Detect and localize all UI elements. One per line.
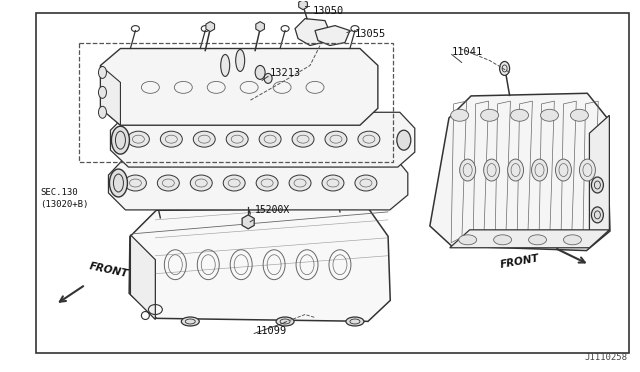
Ellipse shape	[181, 317, 199, 326]
Polygon shape	[100, 65, 120, 125]
Ellipse shape	[397, 130, 411, 150]
Text: 13213: 13213	[270, 68, 301, 78]
Text: J1110258: J1110258	[584, 353, 627, 362]
Ellipse shape	[459, 235, 477, 245]
Ellipse shape	[99, 86, 106, 98]
Ellipse shape	[221, 54, 230, 76]
Polygon shape	[111, 112, 415, 167]
Text: FRONT: FRONT	[500, 253, 541, 270]
Polygon shape	[131, 235, 156, 320]
Ellipse shape	[511, 109, 529, 121]
Text: (13020+B): (13020+B)	[40, 200, 89, 209]
Ellipse shape	[481, 109, 499, 121]
Ellipse shape	[346, 317, 364, 326]
Ellipse shape	[325, 131, 347, 147]
Ellipse shape	[276, 317, 294, 326]
Ellipse shape	[127, 131, 149, 147]
Ellipse shape	[157, 175, 179, 191]
Ellipse shape	[259, 131, 281, 147]
Ellipse shape	[256, 175, 278, 191]
Text: SEC.130: SEC.130	[40, 188, 78, 197]
Polygon shape	[315, 26, 350, 45]
Text: FRONT: FRONT	[88, 262, 129, 280]
Ellipse shape	[500, 61, 509, 76]
Text: 13055: 13055	[355, 29, 386, 39]
Ellipse shape	[193, 131, 215, 147]
Ellipse shape	[226, 131, 248, 147]
Polygon shape	[430, 93, 610, 251]
Polygon shape	[589, 115, 609, 248]
Ellipse shape	[484, 159, 500, 181]
Ellipse shape	[236, 49, 244, 71]
Polygon shape	[100, 48, 378, 125]
Polygon shape	[450, 230, 609, 248]
Ellipse shape	[579, 159, 595, 181]
Ellipse shape	[289, 175, 311, 191]
Ellipse shape	[109, 169, 127, 197]
Ellipse shape	[99, 106, 106, 118]
Bar	[79, 42, 393, 162]
Ellipse shape	[451, 109, 468, 121]
Ellipse shape	[563, 235, 581, 245]
Ellipse shape	[541, 109, 559, 121]
Polygon shape	[295, 19, 330, 45]
Ellipse shape	[508, 159, 524, 181]
Ellipse shape	[591, 207, 604, 223]
Ellipse shape	[591, 177, 604, 193]
Ellipse shape	[556, 159, 572, 181]
Polygon shape	[108, 157, 408, 210]
Polygon shape	[129, 209, 390, 321]
Ellipse shape	[161, 131, 182, 147]
Ellipse shape	[99, 67, 106, 78]
Ellipse shape	[190, 175, 212, 191]
Ellipse shape	[532, 159, 547, 181]
Text: 13050: 13050	[313, 6, 344, 16]
Ellipse shape	[322, 175, 344, 191]
Ellipse shape	[355, 175, 377, 191]
Ellipse shape	[460, 159, 476, 181]
Ellipse shape	[358, 131, 380, 147]
Ellipse shape	[111, 126, 129, 154]
Ellipse shape	[264, 73, 272, 83]
Ellipse shape	[529, 235, 547, 245]
Text: 11099: 11099	[256, 327, 287, 336]
Ellipse shape	[493, 235, 511, 245]
Ellipse shape	[292, 131, 314, 147]
Ellipse shape	[124, 175, 147, 191]
Ellipse shape	[223, 175, 245, 191]
Text: 15200X: 15200X	[255, 205, 291, 215]
Ellipse shape	[570, 109, 588, 121]
Ellipse shape	[255, 65, 265, 79]
Text: 11041: 11041	[452, 46, 483, 57]
